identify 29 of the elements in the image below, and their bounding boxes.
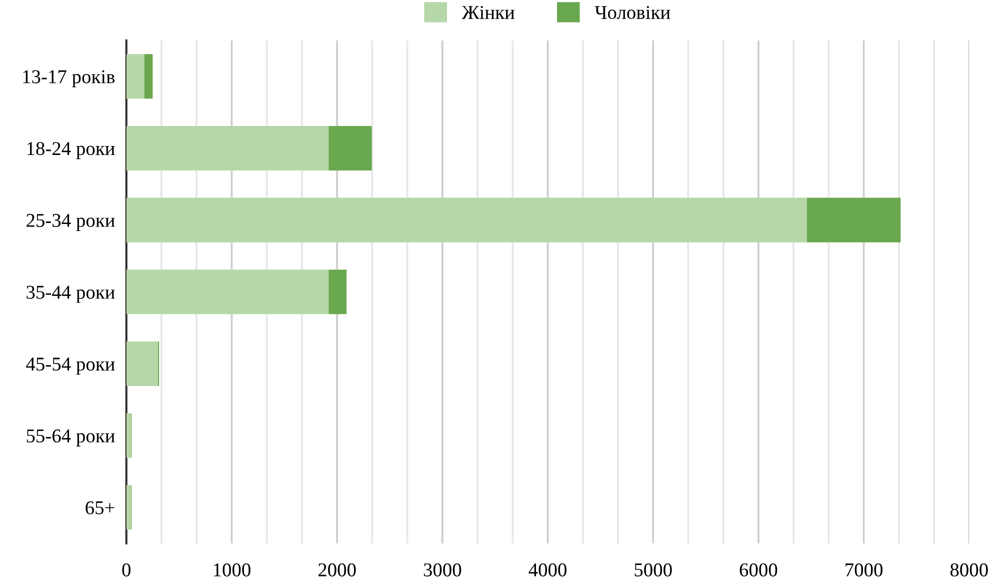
- y-tick-label: 65+: [86, 501, 114, 514]
- bar: [126, 54, 144, 99]
- x-tick-label: 1000: [214, 563, 250, 576]
- bar: [126, 126, 329, 170]
- y-tick-label: 18-24 роки: [27, 142, 115, 160]
- legend-label: Чоловіки: [594, 6, 670, 20]
- bar: [806, 198, 901, 242]
- y-tick-label: 45-54 роки: [26, 358, 115, 375]
- y-tick-label: 35-44 роки: [26, 286, 115, 303]
- y-tick-label: 55-64 роки: [26, 429, 115, 446]
- legend-label: Жінки: [462, 6, 514, 19]
- bar: [144, 54, 153, 99]
- bar: [328, 126, 372, 170]
- x-tick-label: 2000: [318, 563, 356, 576]
- x-tick-label: 5000: [634, 563, 672, 576]
- x-tick-label: 6000: [740, 563, 778, 576]
- x-tick-label: 4000: [528, 563, 566, 576]
- bar: [126, 413, 132, 458]
- x-tick-label: 8000: [950, 563, 988, 576]
- x-tick-label: 7000: [846, 563, 882, 576]
- bar: [126, 198, 807, 242]
- bar: [126, 485, 132, 530]
- y-tick-label: 13-17 років: [23, 70, 115, 88]
- x-tick-label: 0: [122, 563, 130, 576]
- bar: [328, 270, 347, 314]
- bar: [126, 341, 158, 386]
- x-tick-label: 3000: [424, 563, 462, 576]
- y-tick-label: 25-34 роки: [26, 214, 115, 231]
- bar: [126, 270, 329, 314]
